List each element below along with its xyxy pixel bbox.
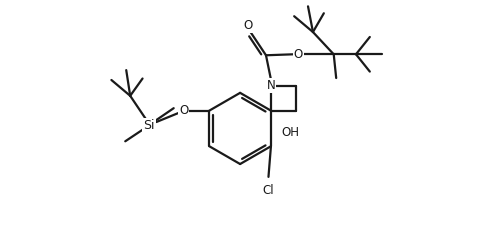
Text: O: O [294,48,303,61]
Text: N: N [266,79,276,92]
Text: O: O [244,19,253,32]
Text: O: O [179,104,188,117]
Text: Cl: Cl [262,184,274,197]
Text: OH: OH [282,126,300,139]
Text: Si: Si [143,119,154,132]
